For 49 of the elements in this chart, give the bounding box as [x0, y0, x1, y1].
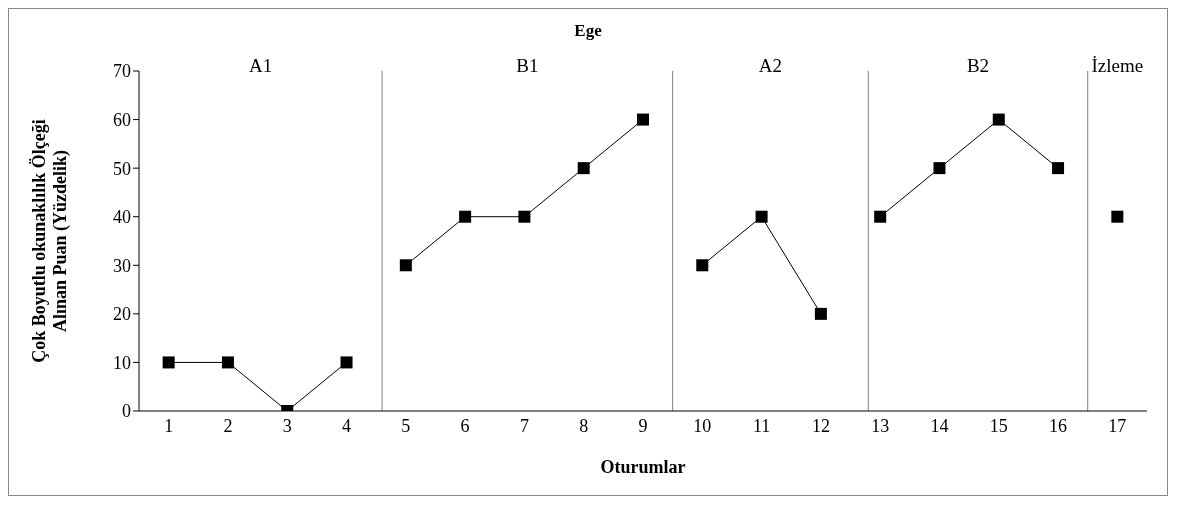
point [874, 210, 887, 223]
point [1111, 210, 1124, 223]
point [992, 113, 1005, 126]
x-tick-label: 14 [930, 415, 949, 436]
x-axis-title: Oturumlar [600, 457, 686, 477]
x-tick-label: 2 [223, 415, 233, 436]
y-tick-label: 40 [113, 207, 131, 228]
point [755, 210, 768, 223]
x-tick-label: 10 [693, 415, 712, 436]
annotation: B1 [516, 55, 539, 77]
y-axis-title: Çok Boyutlu okunaklılık Ölçeği Alınan Puan (Yüzdelik) [29, 119, 71, 363]
point [518, 210, 531, 223]
x-tick-label: 9 [638, 415, 648, 436]
y-tick-label: 70 [113, 61, 131, 82]
x-tick-label: 4 [342, 415, 352, 436]
y-tick-label: 50 [113, 158, 131, 179]
point [399, 259, 412, 272]
x-tick-label: 13 [871, 415, 890, 436]
x-tick-label: 16 [1049, 415, 1068, 436]
x-tick-label: 15 [989, 415, 1008, 436]
x-tick-label: 12 [811, 415, 830, 436]
point [577, 162, 590, 175]
point [696, 259, 709, 272]
x-tick-label: 17 [1108, 415, 1127, 436]
point [162, 356, 175, 369]
x-tick-label: 7 [519, 415, 529, 436]
x-tick-label: 6 [460, 415, 470, 436]
y-tick-label: 0 [122, 401, 131, 422]
y-tick-label: 10 [113, 352, 131, 373]
chart-title: Ege [573, 21, 603, 41]
point [459, 210, 472, 223]
point [340, 356, 353, 369]
point [637, 113, 649, 126]
x-tick-label: 11 [752, 415, 771, 436]
y-tick-label: 60 [113, 109, 131, 130]
x-tick-label: 1 [164, 415, 174, 436]
annotation: A2 [758, 55, 783, 77]
y-tick-label: 20 [113, 304, 131, 325]
point [221, 356, 234, 369]
annotation: İzleme [1091, 55, 1144, 77]
x-tick-label: 5 [401, 415, 411, 436]
x-tick-label: 8 [579, 415, 589, 436]
point [1052, 162, 1065, 175]
x-tick-label: 3 [282, 415, 292, 436]
annotation: B2 [966, 55, 990, 77]
annotation: A1 [248, 55, 273, 77]
point [933, 162, 946, 175]
y-tick-label: 30 [113, 255, 131, 276]
point [814, 307, 827, 320]
